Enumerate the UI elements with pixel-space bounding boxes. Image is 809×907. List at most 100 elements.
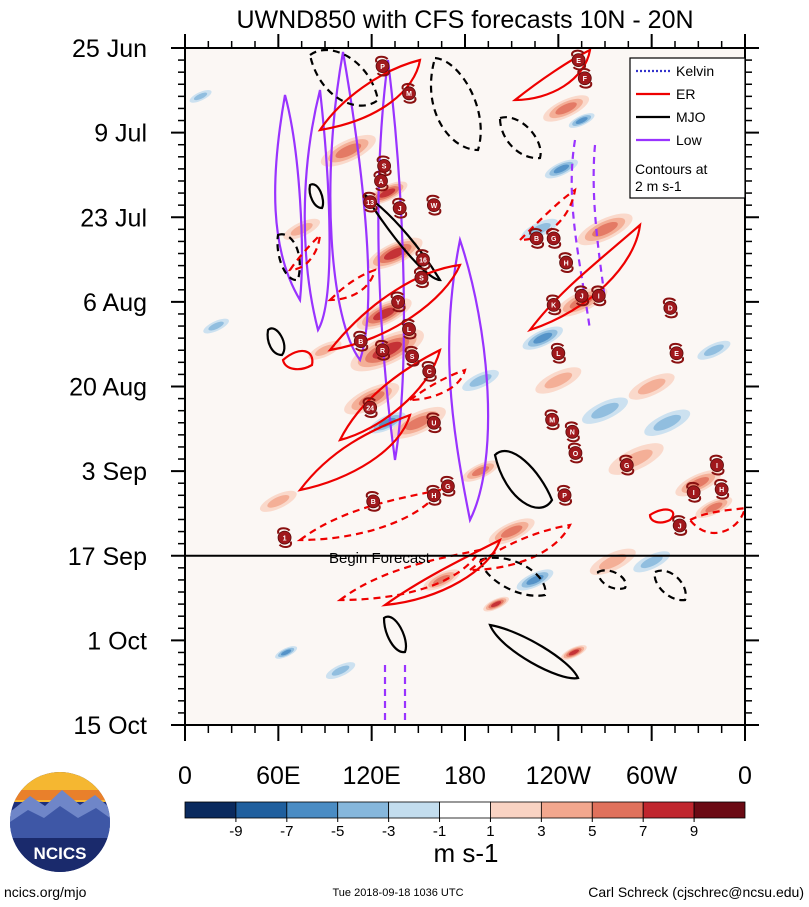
storm-arm-icon — [375, 184, 389, 192]
easterly-anomaly-patch — [533, 332, 553, 344]
storm-marker: Y — [390, 291, 406, 313]
storm-arm-icon — [566, 435, 580, 443]
storm-label: K — [551, 303, 556, 310]
storm-arm-icon — [547, 308, 562, 316]
er-contour — [406, 368, 467, 402]
storm-arm-icon — [574, 285, 588, 293]
storm-arm-icon — [376, 155, 390, 163]
storm-icon — [353, 334, 368, 349]
colorbar-tick-label: -9 — [229, 823, 242, 840]
low-contour — [329, 51, 370, 363]
storm-marker: S — [413, 267, 429, 289]
storm-label: S — [382, 164, 387, 171]
storm-marker: U — [426, 412, 442, 434]
storm-arm-icon — [376, 69, 391, 77]
westerly-anomaly-patch — [267, 495, 290, 508]
westerly-anomaly-patch — [490, 601, 502, 608]
colorbar-swatch — [388, 801, 440, 819]
storm-marker: B — [365, 490, 381, 512]
storm-marker: F — [577, 67, 593, 89]
legend-note-line2: 2 m s-1 — [635, 178, 682, 194]
storm-icon — [416, 252, 430, 267]
y-tick-label: 6 Aug — [83, 289, 147, 317]
storm-arm-icon — [413, 267, 428, 275]
storm-label: U — [431, 421, 436, 428]
footer-url[interactable]: ncics.org/mjo — [4, 884, 87, 900]
storm-arm-icon — [575, 299, 590, 307]
storm-icon — [714, 482, 729, 497]
easterly-anomaly-patch — [703, 344, 724, 356]
storm-icon — [546, 297, 561, 312]
x-tick-label: 120E — [342, 762, 400, 790]
colorbar-swatch — [184, 801, 237, 819]
storm-marker: S — [376, 155, 392, 177]
storm-arm-icon — [354, 344, 369, 352]
westerly-anomaly-patch — [500, 525, 523, 538]
storm-marker: K — [546, 294, 562, 316]
storm-icon — [710, 458, 724, 472]
y-tick-label: 1 Oct — [87, 627, 147, 655]
storm-arm-icon — [557, 484, 571, 492]
storm-label: A — [378, 179, 383, 186]
storm-marker: W — [426, 194, 442, 216]
storm-label: 13 — [366, 200, 374, 207]
westerly-anomaly-patch — [637, 378, 666, 395]
storm-label: D — [668, 306, 673, 313]
storm-icon — [546, 231, 561, 246]
storm-arm-icon — [669, 342, 683, 350]
storm-arm-icon — [277, 527, 291, 535]
storm-marker: C — [421, 360, 437, 382]
storm-icon — [591, 288, 606, 303]
storm-icon — [405, 349, 420, 364]
colorbar-tick-label: 1 — [486, 823, 494, 840]
storm-label: Y — [396, 300, 401, 307]
storm-marker: 24 — [362, 397, 378, 419]
storm-marker: B — [353, 330, 369, 352]
x-tick-label: 60W — [626, 762, 678, 790]
colorbar-tick-label: -7 — [280, 823, 293, 840]
storm-label: 16 — [419, 257, 427, 264]
legend-label: ER — [676, 86, 695, 102]
westerly-anomaly-patch — [383, 247, 407, 260]
colorbar-swatch — [286, 801, 339, 819]
storm-icon — [375, 59, 390, 74]
easterly-anomaly-patch — [653, 414, 681, 431]
storm-label: O — [573, 451, 579, 458]
storm-marker: O — [567, 442, 583, 464]
colorbar-tick-label: 7 — [639, 823, 647, 840]
storm-label: W — [431, 203, 438, 210]
storm-arm-icon — [404, 345, 418, 353]
storm-arm-icon — [714, 478, 728, 486]
storm-arm-icon — [558, 498, 573, 506]
colorbar-swatch — [540, 801, 593, 819]
er-contour — [296, 488, 443, 542]
storm-icon — [414, 270, 429, 285]
storm-marker: L — [550, 342, 566, 364]
colorbar-swatch — [439, 801, 491, 819]
storm-label: G — [445, 484, 451, 491]
storm-arm-icon — [362, 397, 376, 405]
legend-label: Low — [676, 132, 703, 148]
legend-box — [629, 57, 746, 199]
storm-icon — [277, 530, 292, 545]
storm-label: C — [427, 369, 432, 376]
easterly-anomaly-patch — [553, 164, 570, 174]
storm-arm-icon — [353, 330, 367, 338]
mjo-contour — [266, 327, 286, 357]
storm-arm-icon — [672, 515, 686, 522]
colorbar-tick-label: -5 — [331, 823, 344, 840]
storm-label: S — [419, 275, 424, 282]
storm-marker: N — [564, 421, 580, 443]
storm-arm-icon — [662, 297, 677, 305]
storm-label: G — [624, 463, 630, 470]
colorbar-unit: m s-1 — [434, 838, 499, 868]
storm-icon — [577, 71, 592, 86]
storm-marker: G — [546, 228, 562, 249]
x-tick-label: 120W — [526, 762, 592, 790]
legend-label: MJO — [676, 109, 706, 125]
storm-marker: M — [401, 82, 417, 104]
mjo-contour — [498, 116, 542, 160]
storm-arm-icon — [406, 359, 420, 367]
logo-text: NCICS — [34, 844, 87, 863]
storm-icon — [391, 294, 406, 309]
